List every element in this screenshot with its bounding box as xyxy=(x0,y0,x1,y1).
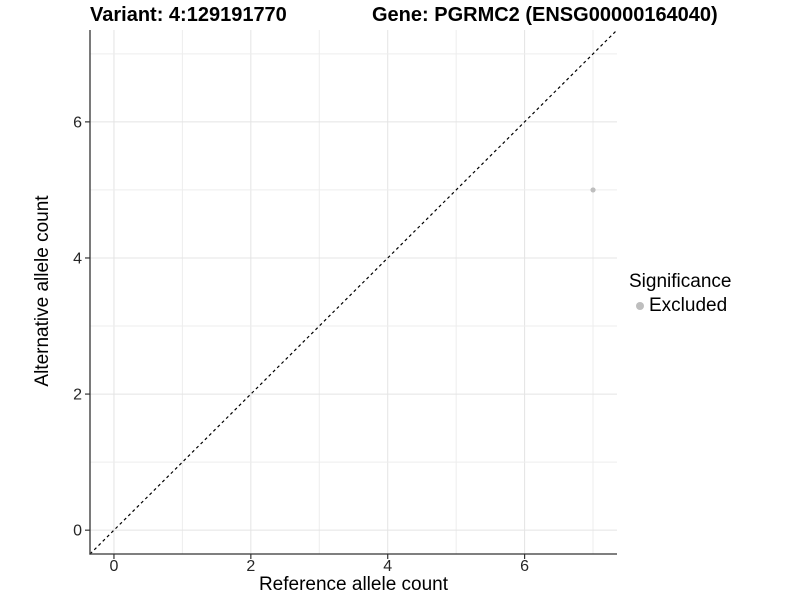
legend: Significance Excluded xyxy=(629,270,731,317)
x-tick-label: 6 xyxy=(520,558,529,575)
y-tick-label: 6 xyxy=(73,114,82,131)
x-axis-label: Reference allele count xyxy=(258,574,449,595)
plot-title-gene: Gene: PGRMC2 (ENSG00000164040) xyxy=(372,4,718,26)
identity-line xyxy=(89,29,618,555)
x-tick-label: 4 xyxy=(383,558,392,575)
data-point xyxy=(590,187,596,193)
plot-title-variant: Variant: 4:129191770 xyxy=(90,4,287,26)
x-tick-label: 2 xyxy=(246,558,255,575)
legend-item-label: Excluded xyxy=(649,295,728,316)
legend-item-excluded: Excluded xyxy=(629,295,731,317)
x-tick-label: 0 xyxy=(110,558,119,575)
y-tick-label: 2 xyxy=(73,387,82,404)
y-tick-label: 0 xyxy=(73,523,82,540)
legend-title: Significance xyxy=(629,271,732,292)
y-axis-label: Alternative allele count xyxy=(32,195,53,387)
y-tick-label: 4 xyxy=(73,250,82,267)
legend-point-icon xyxy=(636,302,644,310)
